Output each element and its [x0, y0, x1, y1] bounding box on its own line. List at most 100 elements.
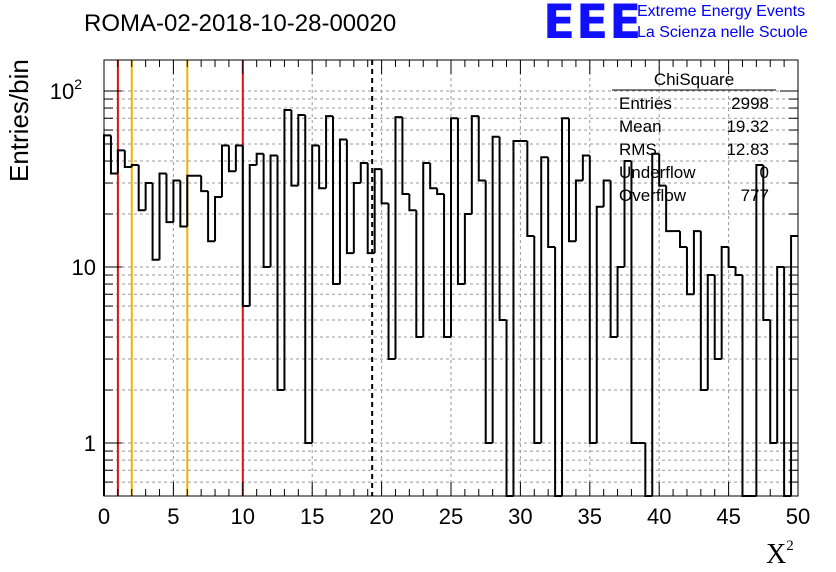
histogram-bin — [200, 175, 209, 193]
histogram-bin — [616, 266, 625, 338]
histogram-bin — [311, 144, 320, 444]
stats-label-overflow: Overflow — [619, 186, 687, 205]
histogram-bin — [408, 193, 417, 212]
y-tick-label: 1 — [84, 431, 96, 456]
histogram-bin — [297, 114, 306, 186]
histogram-bin — [304, 115, 313, 445]
x-tick-label: 50 — [786, 504, 810, 529]
x-tick-label: 40 — [647, 504, 671, 529]
histogram-bin — [186, 174, 195, 227]
grid-lines — [104, 60, 798, 496]
x-tick-label: 10 — [231, 504, 255, 529]
histogram-bin — [227, 145, 236, 173]
histogram-bin — [561, 117, 569, 496]
x-tick-label: 15 — [300, 504, 324, 529]
histogram-bin — [484, 180, 493, 445]
x-tick-label: 5 — [167, 504, 179, 529]
histogram-bin — [692, 230, 701, 295]
histogram-bin — [338, 138, 347, 285]
x-tick-label: 35 — [578, 504, 602, 529]
histogram-bin — [630, 161, 639, 445]
histogram-bin — [123, 150, 132, 168]
histogram-bin — [394, 116, 403, 360]
histogram-bin — [581, 154, 590, 181]
histogram-bin — [588, 155, 597, 445]
histogram-bin — [512, 139, 521, 496]
histogram-bin — [456, 118, 465, 286]
histogram-bin — [269, 154, 278, 268]
x-tick-label: 25 — [439, 504, 463, 529]
histogram-bin — [679, 231, 687, 248]
histogram-bin — [769, 319, 778, 445]
histogram-bin — [352, 182, 361, 254]
x-tick-label: 20 — [369, 504, 393, 529]
histogram-bin — [609, 180, 618, 339]
histogram-bin — [734, 267, 743, 277]
histogram-bin — [103, 134, 111, 496]
histogram-bin — [179, 180, 188, 228]
x-axis-label: X2 — [766, 538, 794, 571]
histogram-bin — [436, 188, 445, 195]
histogram-bin — [776, 266, 785, 444]
histogram-bin — [422, 161, 431, 338]
histogram-bin — [359, 161, 368, 184]
histogram-bin — [706, 274, 715, 391]
stats-value-rms: 12.83 — [726, 140, 769, 159]
histogram-bin — [366, 162, 375, 255]
y-axis-label: Entries/bin — [4, 59, 34, 182]
histogram-bin — [137, 164, 146, 212]
histogram-bin — [401, 117, 410, 195]
eee-logo: EEE — [543, 0, 643, 50]
histogram-bin — [283, 108, 292, 391]
stats-label-entries: Entries — [619, 94, 672, 113]
histogram-bin — [699, 231, 708, 392]
histogram-bin — [762, 164, 771, 321]
histogram-bin — [207, 191, 216, 243]
histogram-bin — [491, 135, 500, 444]
histogram-bin — [526, 140, 535, 238]
histogram-bin — [248, 163, 257, 307]
histogram-bin — [720, 245, 729, 360]
stats-value-mean: 19.32 — [726, 117, 769, 136]
y-tick-label: 10 — [72, 255, 96, 280]
histogram-bin — [214, 195, 222, 242]
histogram-bin — [790, 235, 798, 496]
stats-value-entries: 2998 — [731, 94, 769, 113]
axis-ticks — [103, 60, 799, 497]
histogram-bin — [318, 145, 327, 190]
histogram-bin — [116, 149, 125, 174]
histogram-bin — [144, 182, 153, 211]
histogram-bin — [241, 145, 250, 308]
histogram-bin — [665, 185, 674, 233]
y-tick-label-sup: 2 — [74, 76, 82, 92]
histogram-bin — [505, 319, 514, 497]
histogram-bin — [727, 246, 736, 269]
histogram-bin — [651, 152, 660, 496]
histogram-bin — [109, 135, 118, 175]
histogram-bin — [567, 118, 576, 243]
x-tick-label: 30 — [508, 504, 532, 529]
histogram-bin — [443, 193, 451, 339]
histogram-bin — [658, 153, 667, 187]
histogram-bin — [783, 267, 792, 497]
stats-value-overflow: 777 — [740, 186, 769, 205]
histogram-bin — [151, 183, 160, 261]
histogram-bin — [345, 139, 354, 255]
histogram-bin — [533, 236, 542, 445]
stats-label-rms: RMS — [619, 140, 657, 159]
histogram-bin — [234, 144, 243, 172]
histogram-bin — [332, 116, 340, 286]
histogram-bin — [172, 179, 181, 223]
x-axis-label-sup: 2 — [786, 538, 794, 554]
histogram-bin — [290, 109, 299, 187]
y-tick-label: 102 — [50, 76, 82, 104]
histogram-bin — [373, 168, 382, 254]
x-axis-label-base: X — [766, 539, 787, 570]
histogram-bin — [477, 116, 486, 182]
histogram-bin — [602, 179, 611, 207]
logo-subtitle-line1: Extreme Energy Events — [637, 3, 806, 20]
histogram-bin — [713, 275, 722, 361]
histogram-bin — [158, 172, 167, 260]
histogram-bin — [540, 156, 549, 444]
